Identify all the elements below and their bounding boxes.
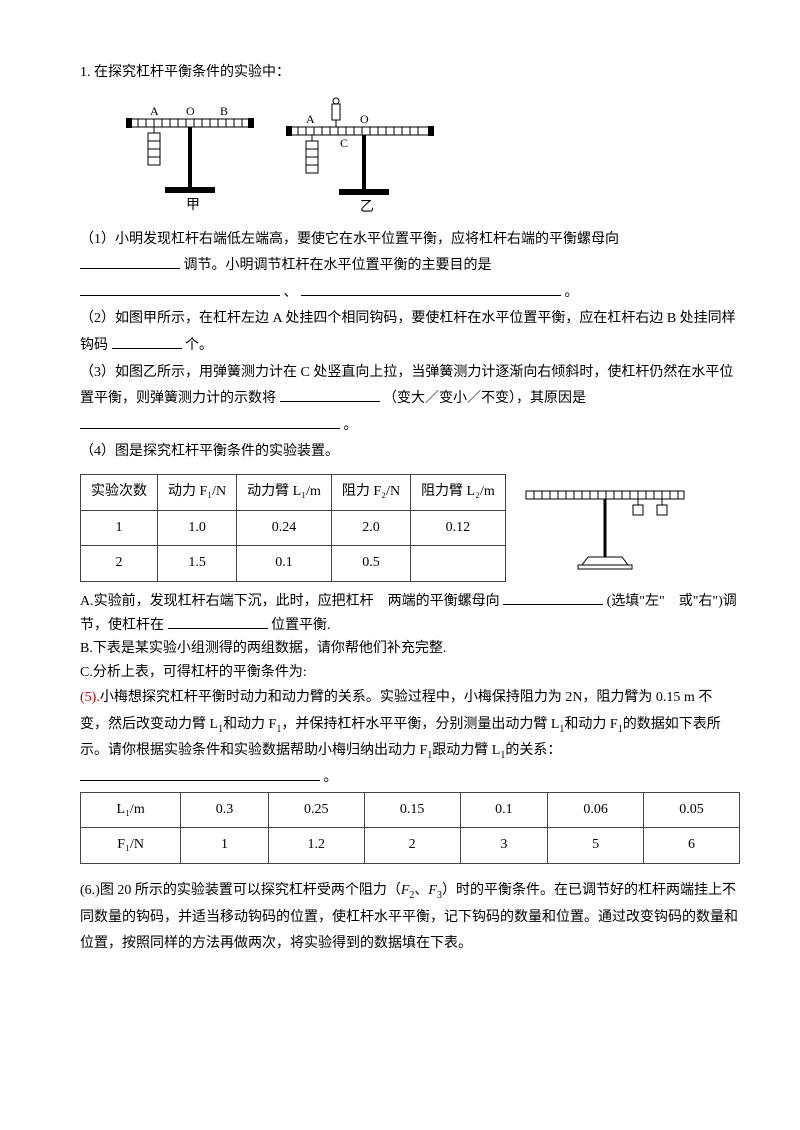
th: 阻力臂 L₂/m: [411, 474, 506, 510]
th: 实验次数: [81, 474, 158, 510]
svg-text:A: A: [150, 104, 159, 118]
td: 0.24: [237, 510, 332, 546]
td-label: L₁/m: [81, 792, 181, 828]
table-row: L₁/m 0.3 0.25 0.15 0.1 0.06 0.05: [81, 792, 740, 828]
diagram-yi: A O C 乙: [280, 97, 440, 217]
svg-text:O: O: [360, 112, 369, 126]
td: [411, 546, 506, 582]
td: 1: [81, 510, 158, 546]
q1-part3: （3）如图乙所示，用弹簧测力计在 C 处竖直向上拉，当弹簧测力计逐渐向右倾斜时，…: [80, 360, 740, 440]
th: 动力 F₁/N: [158, 474, 237, 510]
td: 0.1: [237, 546, 332, 582]
blank-1b[interactable]: [80, 282, 280, 296]
pA-text-a: A.实验前，发现杠杆右端下沉，此时，应把杠杆 两端的平衡螺母向: [80, 594, 500, 609]
svg-text:乙: 乙: [360, 199, 374, 215]
p5-text: 小梅想探究杠杆平衡时动力和动力臂的关系。实验过程中，小梅保持阻力为 2N，阻力臂…: [80, 690, 721, 758]
p3-text-c: 。: [344, 418, 358, 433]
td: 1: [181, 828, 269, 864]
q1-part6: (6.)图 20 所示的实验装置可以探究杠杆受两个阻力（F2、F3）时的平衡条件…: [80, 878, 740, 958]
blank-4b[interactable]: [168, 615, 268, 629]
blank-1c[interactable]: [301, 282, 561, 296]
td-label: F₁/N: [81, 828, 181, 864]
svg-text:B: B: [220, 104, 228, 118]
pA-text-c: 位置平衡.: [271, 618, 331, 633]
p1-end: 。: [565, 285, 579, 300]
th: 动力臂 L₁/m: [237, 474, 332, 510]
q1-part4A: A.实验前，发现杠杆右端下沉，此时，应把杠杆 两端的平衡螺母向 (选填"左" 或…: [80, 590, 740, 638]
blank-1a[interactable]: [80, 255, 180, 269]
table1-wrap: 实验次数 动力 F₁/N 动力臂 L₁/m 阻力 F₂/N 阻力臂 L₂/m 1…: [80, 474, 740, 582]
p6-text: (6.)图 20 所示的实验装置可以探究杠杆受两个阻力（F2、F3）时的平衡条件…: [80, 883, 738, 951]
td: 1.5: [158, 546, 237, 582]
data-table-1: 实验次数 动力 F₁/N 动力臂 L₁/m 阻力 F₂/N 阻力臂 L₂/m 1…: [80, 474, 506, 582]
diagram-table1: [518, 483, 688, 573]
data-table-2: L₁/m 0.3 0.25 0.15 0.1 0.06 0.05 F₁/N 1 …: [80, 792, 740, 864]
q1-part4: （4）图是探究杠杆平衡条件的实验装置。: [80, 439, 740, 466]
q1-part4B: B.下表是某实验小组测得的两组数据，请你帮他们补充完整.: [80, 637, 740, 661]
p5-red: (5).: [80, 690, 100, 705]
td: 0.3: [181, 792, 269, 828]
p1-sep: 、: [284, 285, 298, 300]
td: 2: [364, 828, 460, 864]
svg-text:A: A: [306, 112, 315, 126]
blank-4a[interactable]: [503, 591, 603, 605]
td: 6: [644, 828, 740, 864]
p1-text-b: 调节。小明调节杠杆在水平位置平衡的主要目的是: [184, 258, 492, 273]
q1-part4C: C.分析上表，可得杠杆的平衡条件为:: [80, 661, 740, 685]
p1-text-a: （1）小明发现杠杆右端低左端高，要使它在水平位置平衡，应将杠杆右端的平衡螺母向: [80, 232, 619, 247]
td: 0.5: [331, 546, 410, 582]
svg-text:C: C: [340, 136, 348, 150]
td: 2: [81, 546, 158, 582]
p5-end: 。: [324, 770, 338, 785]
table-row: 2 1.5 0.1 0.5: [81, 546, 506, 582]
blank-3a[interactable]: [280, 388, 380, 402]
svg-text:甲: 甲: [186, 198, 200, 213]
td: 0.06: [548, 792, 644, 828]
svg-text:O: O: [186, 104, 195, 118]
td: 0.15: [364, 792, 460, 828]
diagram-row: A O B 甲 A O C: [120, 97, 740, 217]
table-row: 1 1.0 0.24 2.0 0.12: [81, 510, 506, 546]
q1-part2: （2）如图甲所示，在杠杆左边 A 处挂四个相同钩码，要使杠杆在水平位置平衡，应在…: [80, 306, 740, 359]
blank-3b[interactable]: [80, 415, 340, 429]
td: 0.1: [460, 792, 548, 828]
td: 1.2: [268, 828, 364, 864]
td: 3: [460, 828, 548, 864]
th: 阻力 F₂/N: [331, 474, 410, 510]
question-title: 1. 在探究杠杆平衡条件的实验中：: [80, 60, 740, 87]
td: 2.0: [331, 510, 410, 546]
td: 0.25: [268, 792, 364, 828]
td: 5: [548, 828, 644, 864]
q1-part5: (5).小梅想探究杠杆平衡时动力和动力臂的关系。实验过程中，小梅保持阻力为 2N…: [80, 685, 740, 792]
diagram-jia: A O B 甲: [120, 97, 260, 217]
q1-part1: （1）小明发现杠杆右端低左端高，要使它在水平位置平衡，应将杠杆右端的平衡螺母向 …: [80, 227, 740, 307]
td: 0.05: [644, 792, 740, 828]
table-row: F₁/N 1 1.2 2 3 5 6: [81, 828, 740, 864]
td: 0.12: [411, 510, 506, 546]
td: 1.0: [158, 510, 237, 546]
blank-5[interactable]: [80, 767, 320, 781]
p3-text-b: （变大／变小／不变），其原因是: [383, 391, 586, 406]
blank-2[interactable]: [112, 335, 182, 349]
table-row: 实验次数 动力 F₁/N 动力臂 L₁/m 阻力 F₂/N 阻力臂 L₂/m: [81, 474, 506, 510]
p2-text-b: 个。: [185, 338, 213, 353]
